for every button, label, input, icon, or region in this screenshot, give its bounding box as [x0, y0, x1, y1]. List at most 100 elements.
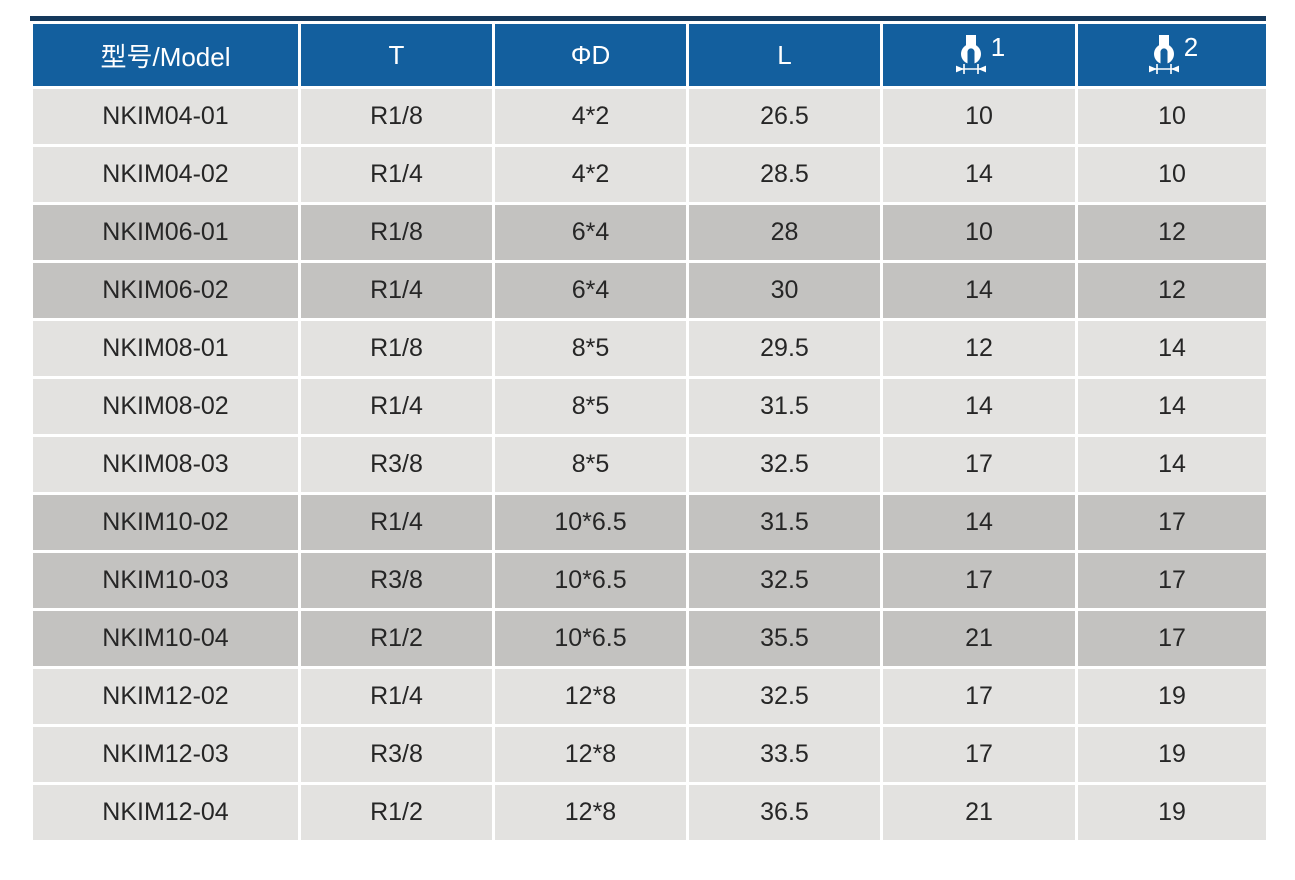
cell-thread: R1/4 — [298, 492, 495, 553]
cell-length: 28.5 — [686, 144, 883, 205]
cell-thread: R1/4 — [298, 666, 495, 727]
header-diameter: ΦD — [492, 21, 689, 89]
cell-wrench2: 10 — [1075, 144, 1269, 205]
cell-diameter: 10*6.5 — [492, 608, 689, 669]
cell-diameter: 12*8 — [492, 724, 689, 785]
cell-model: NKIM10-02 — [30, 492, 301, 553]
cell-diameter: 6*4 — [492, 202, 689, 263]
cell-wrench2: 19 — [1075, 724, 1269, 785]
cell-diameter: 8*5 — [492, 434, 689, 495]
cell-diameter: 8*5 — [492, 318, 689, 379]
cell-model: NKIM12-02 — [30, 666, 301, 727]
cell-model: NKIM08-01 — [30, 318, 301, 379]
cell-wrench1: 21 — [880, 782, 1078, 843]
table-row: NKIM08-03 R3/8 8*5 32.5 17 14 — [30, 434, 1269, 495]
cell-length: 35.5 — [686, 608, 883, 669]
cell-thread: R1/2 — [298, 782, 495, 843]
cell-wrench1: 10 — [880, 202, 1078, 263]
cell-diameter: 10*6.5 — [492, 492, 689, 553]
table-row: NKIM10-03 R3/8 10*6.5 32.5 17 17 — [30, 550, 1269, 611]
table-header: 型号/Model T ΦD L — [30, 21, 1269, 89]
table-row: NKIM12-02 R1/4 12*8 32.5 17 19 — [30, 666, 1269, 727]
wrench-size-icon — [1148, 35, 1179, 74]
cell-thread: R1/4 — [298, 260, 495, 321]
cell-wrench2: 14 — [1075, 434, 1269, 495]
cell-wrench2: 19 — [1075, 782, 1269, 843]
header-wrench1-label: 1 — [990, 31, 1006, 62]
table-row: NKIM10-02 R1/4 10*6.5 31.5 14 17 — [30, 492, 1269, 553]
cell-diameter: 10*6.5 — [492, 550, 689, 611]
cell-model: NKIM08-03 — [30, 434, 301, 495]
cell-thread: R1/8 — [298, 86, 495, 147]
table-row: NKIM08-02 R1/4 8*5 31.5 14 14 — [30, 376, 1269, 437]
cell-model: NKIM12-04 — [30, 782, 301, 843]
cell-wrench1: 14 — [880, 376, 1078, 437]
header-length-label: L — [777, 39, 792, 70]
cell-model: NKIM04-02 — [30, 144, 301, 205]
header-diameter-label: ΦD — [570, 39, 611, 70]
cell-length: 33.5 — [686, 724, 883, 785]
cell-model: NKIM08-02 — [30, 376, 301, 437]
header-wrench1: 1 — [880, 21, 1078, 89]
header-model-label: 型号/Model — [100, 41, 231, 72]
cell-length: 31.5 — [686, 492, 883, 553]
wrench-size-icon — [955, 35, 986, 74]
spec-table-container: 型号/Model T ΦD L — [30, 16, 1269, 843]
header-length: L — [686, 21, 883, 89]
cell-wrench1: 17 — [880, 434, 1078, 495]
table-row: NKIM10-04 R1/2 10*6.5 35.5 21 17 — [30, 608, 1269, 669]
cell-length: 32.5 — [686, 550, 883, 611]
cell-thread: R1/8 — [298, 202, 495, 263]
cell-wrench2: 17 — [1075, 608, 1269, 669]
cell-model: NKIM06-01 — [30, 202, 301, 263]
cell-length: 32.5 — [686, 434, 883, 495]
cell-wrench2: 17 — [1075, 550, 1269, 611]
cell-wrench2: 17 — [1075, 492, 1269, 553]
cell-wrench1: 14 — [880, 144, 1078, 205]
table-row: NKIM06-01 R1/8 6*4 28 10 12 — [30, 202, 1269, 263]
cell-thread: R3/8 — [298, 724, 495, 785]
table-body: NKIM04-01 R1/8 4*2 26.5 10 10 NKIM04-02 … — [30, 86, 1269, 843]
cell-wrench1: 17 — [880, 666, 1078, 727]
cell-model: NKIM10-04 — [30, 608, 301, 669]
table-row: NKIM12-03 R3/8 12*8 33.5 17 19 — [30, 724, 1269, 785]
header-row: 型号/Model T ΦD L — [30, 21, 1269, 89]
cell-thread: R1/4 — [298, 376, 495, 437]
spec-table: 型号/Model T ΦD L — [30, 21, 1269, 843]
table-row: NKIM04-02 R1/4 4*2 28.5 14 10 — [30, 144, 1269, 205]
table-row: NKIM08-01 R1/8 8*5 29.5 12 14 — [30, 318, 1269, 379]
cell-wrench1: 14 — [880, 260, 1078, 321]
cell-wrench2: 14 — [1075, 376, 1269, 437]
header-model: 型号/Model — [30, 21, 301, 89]
cell-thread: R3/8 — [298, 434, 495, 495]
cell-wrench1: 17 — [880, 550, 1078, 611]
cell-wrench1: 12 — [880, 318, 1078, 379]
cell-diameter: 4*2 — [492, 144, 689, 205]
cell-wrench2: 10 — [1075, 86, 1269, 147]
cell-thread: R1/4 — [298, 144, 495, 205]
cell-model: NKIM06-02 — [30, 260, 301, 321]
cell-wrench2: 12 — [1075, 260, 1269, 321]
table-row: NKIM06-02 R1/4 6*4 30 14 12 — [30, 260, 1269, 321]
cell-thread: R1/2 — [298, 608, 495, 669]
cell-diameter: 12*8 — [492, 666, 689, 727]
header-thread: T — [298, 21, 495, 89]
header-thread-label: T — [388, 39, 405, 70]
cell-length: 36.5 — [686, 782, 883, 843]
cell-thread: R3/8 — [298, 550, 495, 611]
header-wrench2: 2 — [1075, 21, 1269, 89]
cell-length: 32.5 — [686, 666, 883, 727]
cell-length: 29.5 — [686, 318, 883, 379]
cell-wrench1: 21 — [880, 608, 1078, 669]
cell-diameter: 6*4 — [492, 260, 689, 321]
header-wrench2-label: 2 — [1183, 31, 1199, 62]
cell-length: 28 — [686, 202, 883, 263]
cell-wrench1: 10 — [880, 86, 1078, 147]
cell-wrench2: 14 — [1075, 318, 1269, 379]
cell-diameter: 8*5 — [492, 376, 689, 437]
cell-wrench2: 19 — [1075, 666, 1269, 727]
cell-thread: R1/8 — [298, 318, 495, 379]
cell-length: 26.5 — [686, 86, 883, 147]
cell-length: 31.5 — [686, 376, 883, 437]
